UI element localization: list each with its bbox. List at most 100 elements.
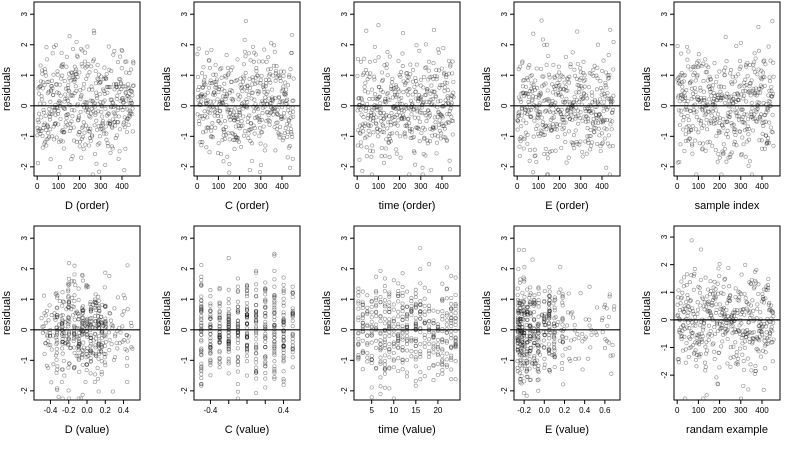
data-point xyxy=(743,334,748,340)
data-point xyxy=(753,368,758,374)
data-point xyxy=(92,300,97,305)
x-tick-label: 100 xyxy=(532,182,546,191)
data-point xyxy=(125,93,130,99)
data-point xyxy=(547,108,552,113)
data-point xyxy=(528,285,533,290)
data-point xyxy=(70,313,76,318)
data-point xyxy=(62,373,67,378)
data-point xyxy=(427,341,432,346)
data-point xyxy=(718,96,723,101)
data-point xyxy=(751,336,756,341)
data-point xyxy=(226,356,231,361)
data-point xyxy=(47,303,52,308)
data-point xyxy=(751,116,756,121)
data-point xyxy=(415,126,420,131)
data-point xyxy=(74,89,79,94)
data-point xyxy=(99,314,104,320)
data-point xyxy=(270,95,275,100)
data-point xyxy=(96,344,101,349)
data-point xyxy=(705,140,710,145)
data-point xyxy=(755,347,760,352)
data-point xyxy=(278,124,283,129)
data-point xyxy=(221,133,226,138)
data-point xyxy=(734,99,739,104)
data-point xyxy=(449,307,454,312)
data-point xyxy=(382,98,388,103)
data-point xyxy=(101,323,106,328)
data-point xyxy=(378,331,383,336)
data-point xyxy=(550,353,555,358)
data-point xyxy=(708,77,713,82)
data-point xyxy=(89,84,94,89)
data-point xyxy=(66,82,71,88)
data-point xyxy=(453,345,458,350)
data-point xyxy=(77,144,82,149)
data-point xyxy=(45,91,50,96)
data-point xyxy=(610,353,615,358)
data-point xyxy=(683,138,688,143)
data-point xyxy=(435,324,440,329)
plot-frame xyxy=(513,1,621,177)
data-point xyxy=(692,351,697,356)
data-point xyxy=(520,317,525,322)
data-point xyxy=(404,324,410,330)
data-point xyxy=(567,116,573,121)
data-point xyxy=(532,301,537,306)
data-point xyxy=(396,314,401,319)
data-point xyxy=(690,151,695,156)
data-point xyxy=(605,323,610,328)
data-point xyxy=(437,85,442,90)
data-point xyxy=(422,319,427,324)
data-point xyxy=(42,293,47,298)
data-point xyxy=(448,62,453,67)
data-point xyxy=(431,332,436,337)
data-point xyxy=(677,329,682,334)
data-point xyxy=(683,132,688,137)
data-point xyxy=(84,349,89,354)
data-point xyxy=(212,113,217,118)
data-point xyxy=(534,108,539,113)
data-point xyxy=(435,140,440,145)
data-point xyxy=(522,341,527,346)
data-point xyxy=(396,110,401,115)
data-point xyxy=(546,348,551,353)
data-point xyxy=(741,119,746,125)
data-point xyxy=(382,367,387,372)
data-point xyxy=(202,94,207,99)
data-point xyxy=(426,68,431,73)
data-point xyxy=(256,116,261,121)
data-point xyxy=(517,144,522,149)
data-point xyxy=(272,339,277,344)
data-point xyxy=(104,131,109,136)
data-point xyxy=(444,340,449,345)
data-point xyxy=(413,304,418,309)
data-point xyxy=(99,369,104,374)
data-point xyxy=(374,326,379,331)
x-tick-label: 0.4 xyxy=(278,406,290,415)
data-point xyxy=(378,348,383,353)
data-point xyxy=(233,134,239,139)
data-point xyxy=(691,91,696,96)
data-point xyxy=(721,151,726,156)
data-point xyxy=(280,138,285,143)
data-point xyxy=(708,77,713,82)
data-point xyxy=(108,318,113,323)
data-point xyxy=(356,306,361,311)
data-point xyxy=(680,94,685,99)
data-point xyxy=(743,262,748,267)
data-point xyxy=(427,318,432,323)
data-point xyxy=(77,341,82,346)
data-point xyxy=(362,123,367,128)
data-point xyxy=(281,344,286,349)
data-point xyxy=(547,368,552,373)
data-point xyxy=(529,114,534,119)
data-point xyxy=(444,137,449,142)
data-point xyxy=(226,322,231,327)
data-point xyxy=(722,72,727,78)
data-point xyxy=(382,358,387,363)
data-point xyxy=(79,136,84,141)
data-point xyxy=(532,293,537,298)
data-point xyxy=(522,312,527,317)
data-point xyxy=(404,289,410,294)
data-point xyxy=(290,339,295,345)
